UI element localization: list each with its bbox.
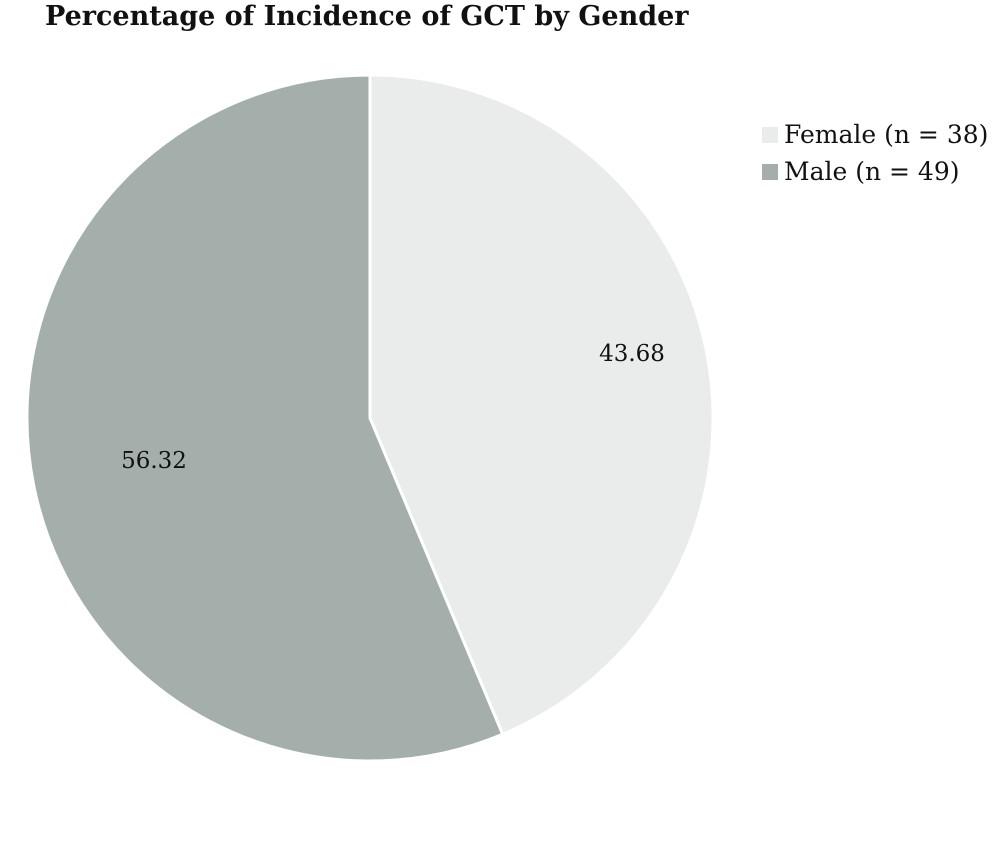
- slice-value-label-male: 56.32: [121, 448, 187, 474]
- legend-label-female: Female (n = 38): [784, 120, 989, 149]
- legend-item-male: Male (n = 49): [762, 153, 988, 190]
- slice-value-label-female: 43.68: [599, 341, 665, 367]
- legend-item-female: Female (n = 38): [762, 116, 988, 153]
- pie-slice-female: [368, 73, 715, 737]
- pie-slice-male: [25, 73, 505, 763]
- legend-swatch-male: [762, 163, 778, 180]
- legend-label-male: Male (n = 49): [784, 157, 960, 186]
- legend-swatch-female: [762, 126, 778, 143]
- chart-title: Percentage of Incidence of GCT by Gender: [45, 1, 689, 32]
- legend: Female (n = 38) Male (n = 49): [762, 116, 988, 190]
